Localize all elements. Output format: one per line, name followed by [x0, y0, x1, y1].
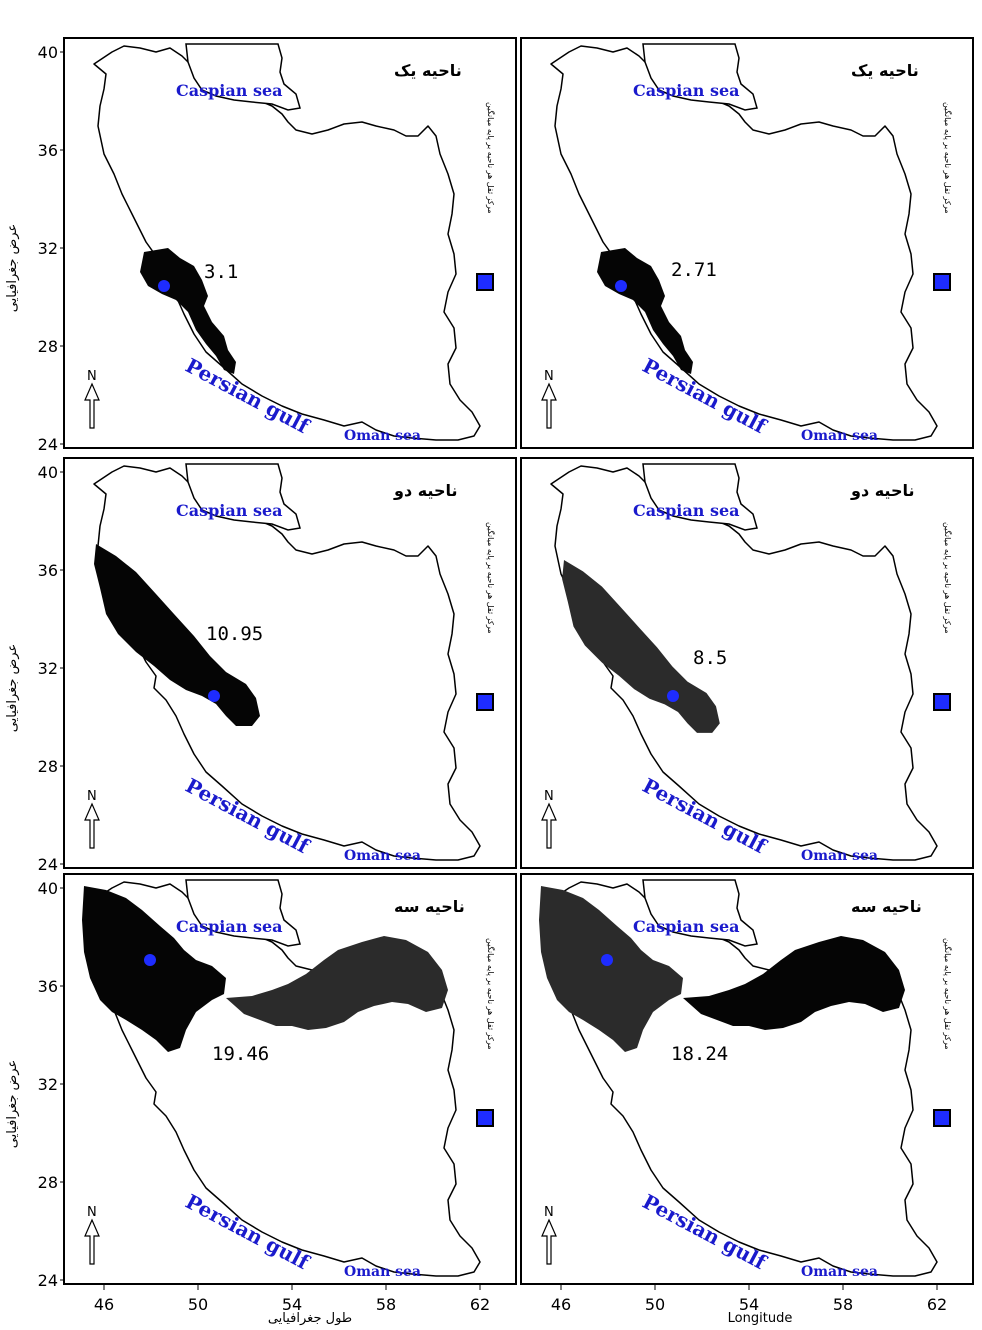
y-tick-label: 32	[38, 1075, 58, 1094]
legend-centroid-marker	[476, 273, 494, 291]
oman-sea-label: Oman sea	[801, 428, 878, 444]
north-label: N	[87, 369, 97, 384]
y-tick-label: 40	[38, 879, 58, 898]
y-tick-label: 28	[38, 1173, 58, 1192]
y-tick-label: 40	[38, 43, 58, 62]
iran-map	[93, 43, 481, 441]
oman-sea-label: Oman sea	[801, 1264, 878, 1280]
region-title: ناحیه سه	[394, 897, 465, 916]
north-label: N	[544, 369, 554, 384]
y-axis-title: عرض جغرافیایی	[5, 224, 20, 312]
north-label: N	[544, 789, 554, 804]
y-axis-title: عرض جغرافیایی	[5, 1060, 20, 1148]
x-tick-label: 46	[94, 1295, 114, 1314]
caspian-sea-label: Caspian sea	[633, 81, 740, 100]
x-tick-label: 54	[282, 1295, 302, 1314]
caspian-sea-label: Caspian sea	[176, 81, 283, 100]
y-tick-label: 28	[38, 337, 58, 356]
region-centroid-dot	[144, 954, 156, 966]
north-arrow-icon: N	[541, 369, 557, 429]
region-centroid-dot	[208, 690, 220, 702]
region-title: ناحیه یک	[394, 61, 462, 80]
iran-map	[550, 43, 938, 441]
region-value: 19.46	[212, 1043, 269, 1065]
caspian-sea-label: Caspian sea	[633, 501, 740, 520]
region-value: 10.95	[206, 623, 263, 645]
region-title: ناحیه دو	[393, 481, 458, 500]
legend-text: ﻣﺮﮐﺰ ﺛﻘﻞ ﻫﺮ ﻧﺎﺣﻴﻪ ﺑﺮ ﭘﺎﯾﻪ ﻣﻴﺎﻧﮕﻴﻦ	[943, 522, 953, 634]
region-value: 8.5	[693, 647, 727, 669]
x-tick-label: 58	[376, 1295, 396, 1314]
north-arrow-icon: N	[541, 1205, 557, 1265]
iran-map	[539, 879, 938, 1277]
y-tick-label: 28	[38, 757, 58, 776]
oman-sea-label: Oman sea	[801, 848, 878, 864]
y-tick-label: 36	[38, 141, 58, 160]
region-value: 3.1	[204, 261, 238, 283]
x-tick-label: 50	[645, 1295, 665, 1314]
x-tick-label: 54	[739, 1295, 759, 1314]
region-centroid-dot	[601, 954, 613, 966]
y-tick-label: 36	[38, 977, 58, 996]
y-tick-label: 36	[38, 561, 58, 580]
region-value: 2.71	[671, 259, 717, 281]
legend-centroid-marker	[933, 1109, 951, 1127]
region-title: ناحیه سه	[851, 897, 922, 916]
x-tick-label: 50	[188, 1295, 208, 1314]
north-arrow-icon: N	[541, 789, 557, 849]
x-tick-label: 46	[551, 1295, 571, 1314]
legend-text: ﻣﺮﮐﺰ ﺛﻘﻞ ﻫﺮ ﻧﺎﺣﻴﻪ ﺑﺮ ﭘﺎﯾﻪ ﻣﻴﺎﻧﮕﻴﻦ	[943, 102, 953, 214]
north-label: N	[87, 789, 97, 804]
legend-text: ﻣﺮﮐﺰ ﺛﻘﻞ ﻫﺮ ﻧﺎﺣﻴﻪ ﺑﺮ ﭘﺎﯾﻪ ﻣﻴﺎﻧﮕﻴﻦ	[943, 938, 953, 1050]
oman-sea-label: Oman sea	[344, 428, 421, 444]
north-arrow-icon: N	[84, 789, 100, 849]
caspian-sea-label: Caspian sea	[176, 501, 283, 520]
oman-sea-label: Oman sea	[344, 848, 421, 864]
legend-centroid-marker	[476, 1109, 494, 1127]
y-tick-label: 24	[38, 1271, 58, 1290]
x-tick-label: 58	[833, 1295, 853, 1314]
x-tick-label: 62	[927, 1295, 947, 1314]
region-title: ناحیه دو	[850, 481, 915, 500]
x-axis-title-left: طول جغرافیایی	[268, 1311, 352, 1326]
x-axis-title-right: Longitude	[728, 1311, 793, 1326]
legend-centroid-marker	[476, 693, 494, 711]
y-tick-label: 24	[38, 435, 58, 454]
iran-map	[93, 463, 481, 861]
legend-text: ﻣﺮﮐﺰ ﺛﻘﻞ ﻫﺮ ﻧﺎﺣﻴﻪ ﺑﺮ ﭘﺎﯾﻪ ﻣﻴﺎﻧﮕﻴﻦ	[486, 938, 496, 1050]
y-tick-label: 32	[38, 239, 58, 258]
y-axis-title: عرض جغرافیایی	[5, 644, 20, 732]
oman-sea-label: Oman sea	[344, 1264, 421, 1280]
caspian-sea-label: Caspian sea	[633, 917, 740, 936]
region-value: 18.24	[671, 1043, 728, 1065]
legend-text: ﻣﺮﮐﺰ ﺛﻘﻞ ﻫﺮ ﻧﺎﺣﻴﻪ ﺑﺮ ﭘﺎﯾﻪ ﻣﻴﺎﻧﮕﻴﻦ	[486, 102, 496, 214]
legend-text: ﻣﺮﮐﺰ ﺛﻘﻞ ﻫﺮ ﻧﺎﺣﻴﻪ ﺑﺮ ﭘﺎﯾﻪ ﻣﻴﺎﻧﮕﻴﻦ	[486, 522, 496, 634]
caspian-sea-label: Caspian sea	[176, 917, 283, 936]
region-centroid-dot	[158, 280, 170, 292]
legend-centroid-marker	[933, 273, 951, 291]
north-arrow-icon: N	[84, 1205, 100, 1265]
legend-centroid-marker	[933, 693, 951, 711]
y-tick-label: 24	[38, 855, 58, 874]
x-tick-label: 62	[470, 1295, 490, 1314]
region-centroid-dot	[615, 280, 627, 292]
iran-map	[82, 879, 481, 1277]
y-tick-label: 32	[38, 659, 58, 678]
north-arrow-icon: N	[84, 369, 100, 429]
region-title: ناحیه یک	[851, 61, 919, 80]
iran-map	[550, 463, 938, 861]
region-centroid-dot	[667, 690, 679, 702]
y-tick-label: 40	[38, 463, 58, 482]
north-label: N	[87, 1205, 97, 1220]
north-label: N	[544, 1205, 554, 1220]
